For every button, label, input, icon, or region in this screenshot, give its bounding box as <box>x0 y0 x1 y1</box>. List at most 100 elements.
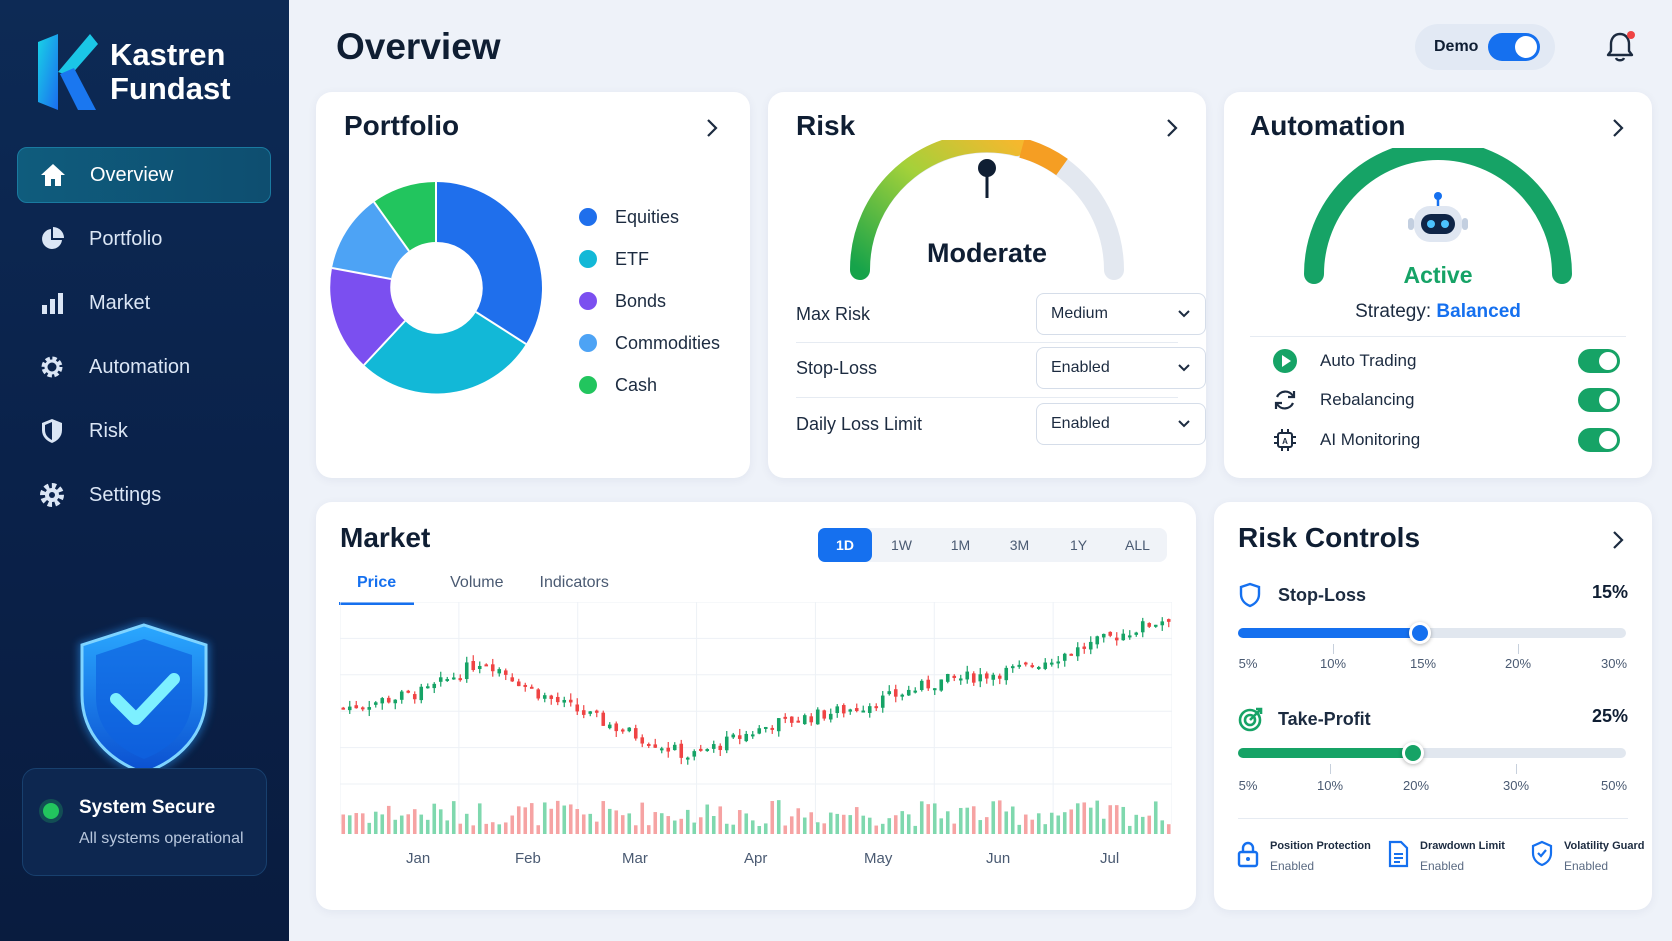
risk-row-label: Stop-Loss <box>796 357 878 378</box>
volume-bar <box>906 814 911 834</box>
candle-body <box>419 686 424 701</box>
sidebar-item-risk[interactable]: Risk <box>17 403 271 459</box>
ai-monitoring-toggle[interactable] <box>1578 428 1620 452</box>
sidebar-item-label: Overview <box>90 163 174 186</box>
range-all[interactable]: ALL <box>1125 537 1150 553</box>
volume-bar <box>354 813 359 834</box>
volume-bar <box>464 813 469 834</box>
brand-line1: Kastren <box>110 37 226 72</box>
candle-body <box>484 664 489 667</box>
demo-label: Demo <box>1434 38 1479 55</box>
range-1w[interactable]: 1W <box>891 537 912 553</box>
volume-bar <box>705 804 710 834</box>
volume-bar <box>529 803 534 834</box>
volume-bar <box>1095 800 1100 834</box>
candle-body <box>601 712 606 726</box>
logo-icon <box>38 34 98 110</box>
candle-body <box>659 748 664 751</box>
range-3m[interactable]: 3M <box>1009 537 1030 553</box>
volume-bar <box>1147 815 1152 834</box>
volume-bar <box>802 817 807 834</box>
candle-body <box>354 705 359 709</box>
bar-chart-icon <box>37 288 67 318</box>
demo-toggle[interactable]: Demo <box>1415 24 1555 70</box>
range-1m[interactable]: 1M <box>950 537 971 553</box>
candle-body <box>685 757 690 760</box>
chevron-right-icon[interactable] <box>1162 118 1182 138</box>
slider-knob[interactable] <box>1409 622 1432 644</box>
legend-label: Equities <box>615 206 680 227</box>
footer-drawdown-limit[interactable]: Drawdown Limit Enabled <box>1386 840 1505 873</box>
tab-indicators[interactable]: Indicators <box>539 574 609 591</box>
daily-loss-select[interactable]: Enabled <box>1036 403 1206 445</box>
candle-body <box>568 699 573 703</box>
sidebar-item-settings[interactable]: Settings <box>17 467 271 523</box>
demo-switch[interactable] <box>1488 33 1540 61</box>
tick-label: 5% <box>1238 656 1258 671</box>
volume-bar <box>1088 807 1093 834</box>
chevron-right-icon[interactable] <box>702 118 722 138</box>
chevron-right-icon[interactable] <box>1608 118 1628 138</box>
candle-body <box>1004 667 1009 681</box>
volume-bar <box>568 804 573 834</box>
volume-bar <box>646 825 651 834</box>
slider-knob[interactable] <box>1401 742 1424 764</box>
footer-volatility-guard[interactable]: Volatility Guard Enabled <box>1530 840 1644 873</box>
candle-body <box>581 710 586 715</box>
sidebar-item-overview[interactable]: Overview <box>17 147 271 203</box>
candle-body <box>984 673 989 679</box>
volume-bar <box>757 825 762 834</box>
stop-loss-select[interactable]: Enabled <box>1036 347 1206 389</box>
range-1d[interactable]: 1D <box>818 528 872 562</box>
footer-title: Drawdown Limit <box>1420 840 1505 852</box>
sidebar-item-label: Risk <box>89 419 128 442</box>
brand-logo[interactable]: Kastren Fundast <box>38 34 231 110</box>
volume-bar <box>406 814 411 834</box>
volume-bar <box>1121 806 1126 834</box>
candle-body <box>718 745 723 751</box>
volume-bar <box>1049 812 1054 834</box>
divider <box>796 342 1178 343</box>
legend-item: Cash <box>579 364 720 406</box>
candle-body <box>997 675 1002 679</box>
range-1y[interactable]: 1Y <box>1069 537 1088 553</box>
candle-body <box>347 706 352 711</box>
volume-bar <box>880 823 885 834</box>
volume-bar <box>854 807 859 834</box>
rebalancing-toggle[interactable] <box>1578 388 1620 412</box>
legend-item: Bonds <box>579 280 720 322</box>
sidebar-item-automation[interactable]: Automation <box>17 339 271 395</box>
tick-label: 20% <box>1504 656 1532 671</box>
volume-bar <box>822 823 827 834</box>
max-risk-select[interactable]: Medium <box>1036 293 1206 335</box>
volume-bar <box>419 814 424 834</box>
candle-body <box>640 737 645 744</box>
volume-bar <box>867 817 872 834</box>
bell-icon[interactable] <box>1604 30 1636 64</box>
volume-bar <box>809 812 814 834</box>
footer-position-protection[interactable]: Position Protection Enabled <box>1236 840 1371 873</box>
strategy-value[interactable]: Balanced <box>1436 301 1521 322</box>
volume-bar <box>776 800 781 834</box>
volume-bar <box>1082 802 1087 834</box>
tab-volume[interactable]: Volume <box>450 574 504 591</box>
month-label: May <box>864 850 893 867</box>
footer-status: Enabled <box>1270 859 1315 873</box>
sidebar-item-market[interactable]: Market <box>17 275 271 331</box>
volume-bar <box>620 815 625 834</box>
chevron-down-icon <box>1178 420 1190 428</box>
target-icon <box>1238 707 1263 732</box>
volume-bar <box>510 815 515 834</box>
auto-trading-toggle[interactable] <box>1578 349 1620 373</box>
volume-bar <box>679 818 684 834</box>
volume-bar <box>744 813 749 834</box>
candle-body <box>1030 665 1035 668</box>
candle-body <box>913 690 918 693</box>
chevron-right-icon[interactable] <box>1608 530 1628 550</box>
tab-price[interactable]: Price <box>339 574 415 605</box>
stop-loss-slider[interactable] <box>1238 622 1626 644</box>
take-profit-slider[interactable] <box>1238 742 1626 764</box>
pie-chart-icon <box>37 224 67 254</box>
sidebar-item-portfolio[interactable]: Portfolio <box>17 211 271 267</box>
candle-body <box>562 699 567 703</box>
